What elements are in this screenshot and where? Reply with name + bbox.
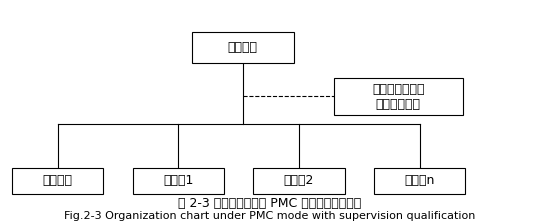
- Text: 施工方n: 施工方n: [404, 174, 435, 188]
- FancyBboxPatch shape: [12, 168, 103, 194]
- Text: 图 2-3 具有监理资质的 PMC 模式下组织机构图: 图 2-3 具有监理资质的 PMC 模式下组织机构图: [178, 197, 361, 210]
- FancyBboxPatch shape: [374, 168, 465, 194]
- Text: 施工方1: 施工方1: [163, 174, 194, 188]
- Text: Fig.2-3 Organization chart under PMC mode with supervision qualification: Fig.2-3 Organization chart under PMC mod…: [64, 211, 475, 221]
- Text: 设计单位: 设计单位: [43, 174, 73, 188]
- FancyBboxPatch shape: [192, 32, 294, 63]
- Text: 施工方2: 施工方2: [284, 174, 314, 188]
- Text: 具有监理资质的
项目管理单位: 具有监理资质的 项目管理单位: [372, 83, 424, 111]
- FancyBboxPatch shape: [334, 78, 462, 115]
- FancyBboxPatch shape: [253, 168, 344, 194]
- Text: 建设单位: 建设单位: [227, 41, 258, 54]
- FancyBboxPatch shape: [133, 168, 224, 194]
